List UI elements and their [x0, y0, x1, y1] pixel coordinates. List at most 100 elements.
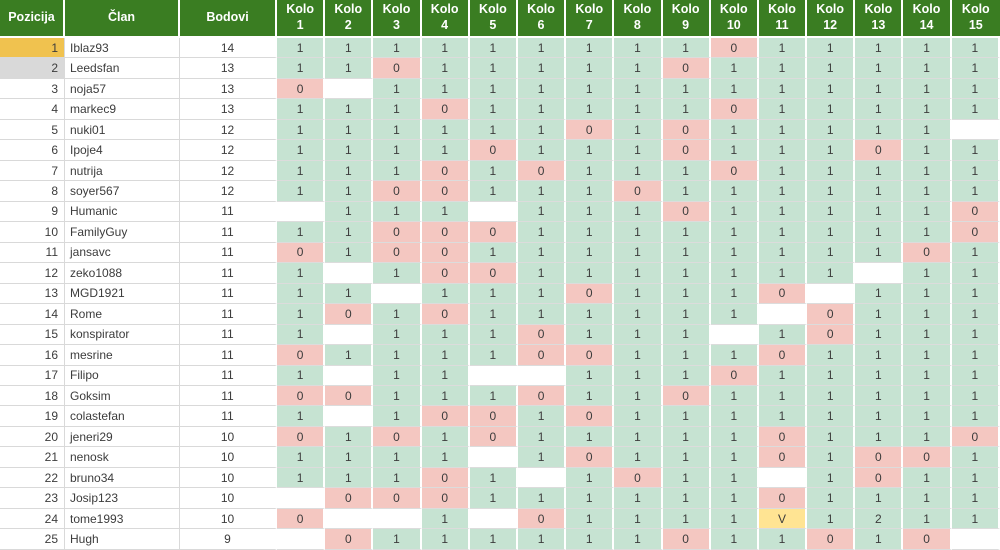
- round-cell-kolo-1[interactable]: 1: [277, 406, 326, 427]
- round-cell-kolo-6[interactable]: 1: [517, 58, 567, 79]
- round-cell-kolo-13[interactable]: 1: [855, 365, 904, 386]
- round-cell-kolo-14[interactable]: 1: [903, 140, 952, 161]
- round-cell-kolo-3[interactable]: 0: [373, 426, 422, 448]
- round-cell-kolo-15[interactable]: 0: [951, 426, 1000, 448]
- round-cell-kolo-3[interactable]: 1: [373, 263, 422, 284]
- round-cell-kolo-12[interactable]: 1: [807, 140, 856, 161]
- round-cell-kolo-7[interactable]: 1: [566, 38, 615, 59]
- round-cell-kolo-14[interactable]: 0: [903, 447, 952, 468]
- round-cell-kolo-5[interactable]: 0: [469, 222, 518, 243]
- round-cell-kolo-3[interactable]: 1: [373, 406, 422, 427]
- round-cell-kolo-4[interactable]: 0: [421, 181, 470, 202]
- round-cell-kolo-4[interactable]: 1: [421, 119, 470, 141]
- round-cell-kolo-1[interactable]: 1: [277, 38, 326, 59]
- round-cell-kolo-12[interactable]: 1: [807, 38, 856, 59]
- round-cell-kolo-8[interactable]: 1: [614, 78, 663, 100]
- round-cell-kolo-5[interactable]: 1: [469, 242, 518, 264]
- round-cell-kolo-8[interactable]: 1: [614, 304, 663, 325]
- header-kolo-6[interactable]: Kolo 6: [517, 0, 567, 38]
- position-cell[interactable]: 18: [0, 385, 65, 407]
- round-cell-kolo-10[interactable]: 1: [710, 242, 759, 264]
- round-cell-kolo-15[interactable]: 0: [951, 201, 1000, 223]
- round-cell-kolo-1[interactable]: 0: [277, 426, 326, 448]
- round-cell-kolo-15[interactable]: 1: [951, 467, 1000, 489]
- round-cell-kolo-7[interactable]: 1: [566, 78, 615, 100]
- round-cell-kolo-15[interactable]: 1: [951, 242, 1000, 264]
- round-cell-kolo-2[interactable]: 0: [325, 529, 374, 550]
- round-cell-kolo-13[interactable]: 1: [855, 222, 904, 243]
- round-cell-kolo-2[interactable]: 1: [325, 283, 374, 305]
- round-cell-kolo-5[interactable]: 1: [469, 78, 518, 100]
- round-cell-kolo-14[interactable]: 1: [903, 201, 952, 223]
- round-cell-kolo-4[interactable]: 1: [421, 38, 470, 59]
- round-cell-kolo-12[interactable]: 1: [807, 426, 856, 448]
- round-cell-kolo-1[interactable]: [277, 529, 326, 550]
- round-cell-kolo-3[interactable]: 0: [373, 242, 422, 264]
- round-cell-kolo-10[interactable]: 0: [710, 160, 759, 182]
- round-cell-kolo-5[interactable]: [469, 447, 518, 468]
- round-cell-kolo-6[interactable]: 1: [517, 406, 567, 427]
- round-cell-kolo-6[interactable]: 1: [517, 38, 567, 59]
- points-cell[interactable]: 11: [180, 385, 277, 407]
- round-cell-kolo-14[interactable]: 1: [903, 99, 952, 120]
- round-cell-kolo-2[interactable]: 1: [325, 160, 374, 182]
- round-cell-kolo-11[interactable]: 1: [758, 242, 808, 264]
- member-cell[interactable]: konspirator: [65, 324, 180, 346]
- round-cell-kolo-2[interactable]: 1: [325, 222, 374, 243]
- round-cell-kolo-1[interactable]: 1: [277, 263, 326, 284]
- position-cell[interactable]: 6: [0, 140, 65, 161]
- position-cell[interactable]: 5: [0, 119, 65, 141]
- round-cell-kolo-3[interactable]: 1: [373, 201, 422, 223]
- points-cell[interactable]: 10: [180, 488, 277, 509]
- round-cell-kolo-2[interactable]: 0: [325, 385, 374, 407]
- round-cell-kolo-14[interactable]: 1: [903, 324, 952, 346]
- round-cell-kolo-8[interactable]: 1: [614, 385, 663, 407]
- round-cell-kolo-15[interactable]: 1: [951, 160, 1000, 182]
- header-kolo-9[interactable]: Kolo 9: [662, 0, 711, 38]
- member-cell[interactable]: noja57: [65, 78, 180, 100]
- round-cell-kolo-13[interactable]: 1: [855, 160, 904, 182]
- round-cell-kolo-8[interactable]: 0: [614, 467, 663, 489]
- round-cell-kolo-1[interactable]: 1: [277, 365, 326, 386]
- round-cell-kolo-1[interactable]: 1: [277, 304, 326, 325]
- round-cell-kolo-11[interactable]: 1: [758, 222, 808, 243]
- round-cell-kolo-14[interactable]: 1: [903, 406, 952, 427]
- round-cell-kolo-1[interactable]: 0: [277, 385, 326, 407]
- round-cell-kolo-11[interactable]: 1: [758, 99, 808, 120]
- round-cell-kolo-9[interactable]: 1: [662, 242, 711, 264]
- round-cell-kolo-7[interactable]: 1: [566, 140, 615, 161]
- round-cell-kolo-6[interactable]: 1: [517, 78, 567, 100]
- round-cell-kolo-2[interactable]: [325, 324, 374, 346]
- round-cell-kolo-12[interactable]: 1: [807, 58, 856, 79]
- round-cell-kolo-4[interactable]: 1: [421, 283, 470, 305]
- round-cell-kolo-15[interactable]: 1: [951, 385, 1000, 407]
- round-cell-kolo-12[interactable]: 0: [807, 324, 856, 346]
- round-cell-kolo-9[interactable]: 1: [662, 324, 711, 346]
- round-cell-kolo-5[interactable]: 1: [469, 119, 518, 141]
- round-cell-kolo-15[interactable]: 1: [951, 304, 1000, 325]
- round-cell-kolo-11[interactable]: [758, 467, 808, 489]
- position-cell[interactable]: 16: [0, 345, 65, 366]
- round-cell-kolo-7[interactable]: 1: [566, 426, 615, 448]
- round-cell-kolo-2[interactable]: 1: [325, 201, 374, 223]
- round-cell-kolo-6[interactable]: 0: [517, 345, 567, 366]
- round-cell-kolo-14[interactable]: 1: [903, 385, 952, 407]
- round-cell-kolo-12[interactable]: 1: [807, 78, 856, 100]
- round-cell-kolo-10[interactable]: 0: [710, 99, 759, 120]
- round-cell-kolo-4[interactable]: 1: [421, 201, 470, 223]
- position-cell[interactable]: 11: [0, 242, 65, 264]
- round-cell-kolo-14[interactable]: 1: [903, 467, 952, 489]
- points-cell[interactable]: 12: [180, 140, 277, 161]
- round-cell-kolo-4[interactable]: 0: [421, 222, 470, 243]
- round-cell-kolo-10[interactable]: 0: [710, 38, 759, 59]
- round-cell-kolo-12[interactable]: 1: [807, 345, 856, 366]
- member-cell[interactable]: Hugh: [65, 529, 180, 550]
- round-cell-kolo-11[interactable]: 1: [758, 263, 808, 284]
- round-cell-kolo-11[interactable]: 1: [758, 58, 808, 79]
- header-kolo-12[interactable]: Kolo 12: [807, 0, 856, 38]
- round-cell-kolo-1[interactable]: 0: [277, 242, 326, 264]
- round-cell-kolo-3[interactable]: 0: [373, 58, 422, 79]
- round-cell-kolo-15[interactable]: [951, 529, 1000, 550]
- round-cell-kolo-10[interactable]: 1: [710, 447, 759, 468]
- round-cell-kolo-12[interactable]: 1: [807, 488, 856, 509]
